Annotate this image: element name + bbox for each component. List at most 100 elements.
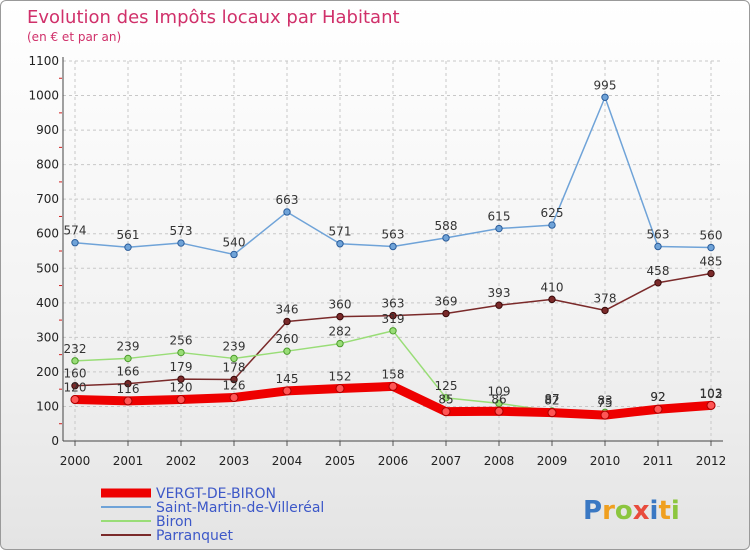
- logo-text: Proxiti: [583, 496, 680, 526]
- data-label-3-6: 363: [382, 297, 405, 311]
- data-label-0-8: 86: [491, 392, 506, 406]
- data-point-1-1: [124, 243, 132, 251]
- x-tick-label: 2009: [537, 454, 568, 468]
- data-label-3-9: 410: [541, 280, 564, 294]
- chart-title: Evolution des Impôts locaux par Habitant: [27, 7, 400, 28]
- x-tick-label: 2006: [378, 454, 409, 468]
- data-label-1-3: 540: [223, 235, 246, 249]
- x-tick-label: 2008: [484, 454, 515, 468]
- y-tick-label: 1100: [28, 54, 59, 68]
- data-point-1-2: [177, 239, 185, 247]
- data-point-0-10: [600, 410, 610, 420]
- data-label-2-2: 256: [170, 334, 193, 348]
- data-point-2-4: [283, 347, 291, 355]
- data-point-1-10: [601, 93, 609, 101]
- data-point-0-9: [547, 408, 557, 418]
- x-tick-label: 2000: [60, 454, 91, 468]
- data-point-3-4: [283, 317, 291, 326]
- y-tick-label: 400: [36, 296, 59, 310]
- data-label-2-11: 92: [650, 390, 665, 404]
- data-point-0-5: [335, 383, 345, 393]
- data-point-0-12: [706, 400, 716, 410]
- data-point-1-3: [230, 250, 238, 259]
- data-point-1-4: [283, 208, 291, 216]
- data-label-3-3: 178: [223, 361, 246, 375]
- x-tick-label: 2007: [431, 454, 462, 468]
- legend-label-0: VERGT-DE-BIRON: [156, 486, 276, 502]
- data-label-3-8: 393: [488, 286, 511, 300]
- data-point-3-0: [71, 382, 79, 390]
- data-label-3-4: 346: [276, 302, 299, 316]
- data-label-3-12: 485: [700, 254, 723, 268]
- data-label-3-7: 369: [435, 295, 458, 309]
- data-label-3-2: 179: [170, 360, 193, 374]
- data-point-2-6: [389, 327, 397, 335]
- data-point-0-3: [229, 392, 239, 402]
- x-tick-label: 2010: [590, 454, 621, 468]
- data-point-3-8: [495, 301, 503, 309]
- data-point-0-2: [176, 395, 186, 405]
- data-point-1-6: [389, 242, 397, 251]
- x-tick-label: 2005: [325, 454, 356, 468]
- logo-letter: x: [633, 496, 650, 526]
- x-tick-label: 2004: [272, 454, 303, 468]
- data-label-2-7: 125: [435, 379, 458, 393]
- data-point-0-6: [388, 381, 398, 391]
- data-label-2-0: 232: [64, 342, 87, 356]
- x-tick-label: 2011: [643, 454, 674, 468]
- data-label-0-5: 152: [329, 369, 352, 383]
- x-tick-label: 2003: [219, 454, 250, 468]
- logo-letter: P: [583, 496, 602, 526]
- chart-subtitle: (en € et par an): [27, 30, 121, 44]
- legend: VERGT-DE-BIRONSaint-Martin-de-VilleréalB…: [101, 486, 324, 544]
- data-label-1-2: 573: [170, 224, 193, 238]
- data-label-1-4: 663: [276, 193, 299, 207]
- data-point-3-6: [389, 311, 397, 320]
- y-tick-label: 200: [36, 365, 59, 379]
- y-tick-label: 500: [36, 261, 59, 275]
- data-point-3-5: [336, 312, 344, 321]
- data-point-3-2: [177, 375, 185, 383]
- legend-label-1: Saint-Martin-de-Villeréal: [156, 500, 324, 516]
- proxiti-logo: Proxiti: [583, 496, 680, 526]
- data-label-0-3: 126: [223, 378, 246, 392]
- data-point-0-0: [70, 395, 80, 405]
- y-tick-label: 100: [36, 399, 59, 413]
- data-label-3-5: 360: [329, 298, 352, 312]
- data-point-1-11: [654, 242, 662, 251]
- data-point-0-1: [123, 396, 133, 406]
- data-label-1-0: 574: [64, 224, 87, 238]
- data-labels: 574 561 573 540 663 571 563 588 615 625 995 563 560 1…: [64, 78, 723, 410]
- x-tick-label: 2002: [166, 454, 197, 468]
- data-label-2-5: 282: [329, 325, 352, 339]
- data-label-2-6: 319: [382, 312, 405, 326]
- data-point-2-1: [124, 354, 132, 363]
- data-label-0-1: 116: [117, 382, 140, 396]
- data-point-0-7: [441, 407, 451, 417]
- data-label-0-11: 92: [650, 390, 665, 404]
- data-label-1-6: 563: [382, 228, 405, 242]
- data-label-0-0: 120: [64, 381, 87, 395]
- data-point-2-0: [71, 357, 79, 365]
- data-label-0-4: 145: [276, 372, 299, 386]
- y-tick-label: 600: [36, 227, 59, 241]
- data-label-2-10: 83: [597, 393, 612, 407]
- y-tick-label: 300: [36, 330, 59, 344]
- data-label-0-6: 158: [382, 367, 405, 381]
- axes: 0 100 200 300 400 500 600 700 800 900 1000 1100 2000…: [28, 54, 726, 468]
- data-label-0-2: 120: [170, 381, 193, 395]
- data-point-1-12: [707, 243, 715, 252]
- data-point-2-5: [336, 339, 344, 348]
- data-label-0-9: 82: [544, 394, 559, 408]
- grid: [63, 60, 723, 442]
- data-point-1-8: [495, 224, 503, 233]
- data-label-2-12: 102: [700, 387, 723, 401]
- data-label-0-10: 75: [597, 396, 612, 410]
- y-tick-label: 1000: [28, 89, 59, 103]
- data-label-3-1: 166: [117, 365, 140, 379]
- data-label-1-1: 561: [117, 228, 140, 242]
- data-point-0-8: [494, 406, 504, 416]
- legend-label-2: Biron: [156, 514, 192, 530]
- data-label-3-0: 160: [64, 367, 87, 381]
